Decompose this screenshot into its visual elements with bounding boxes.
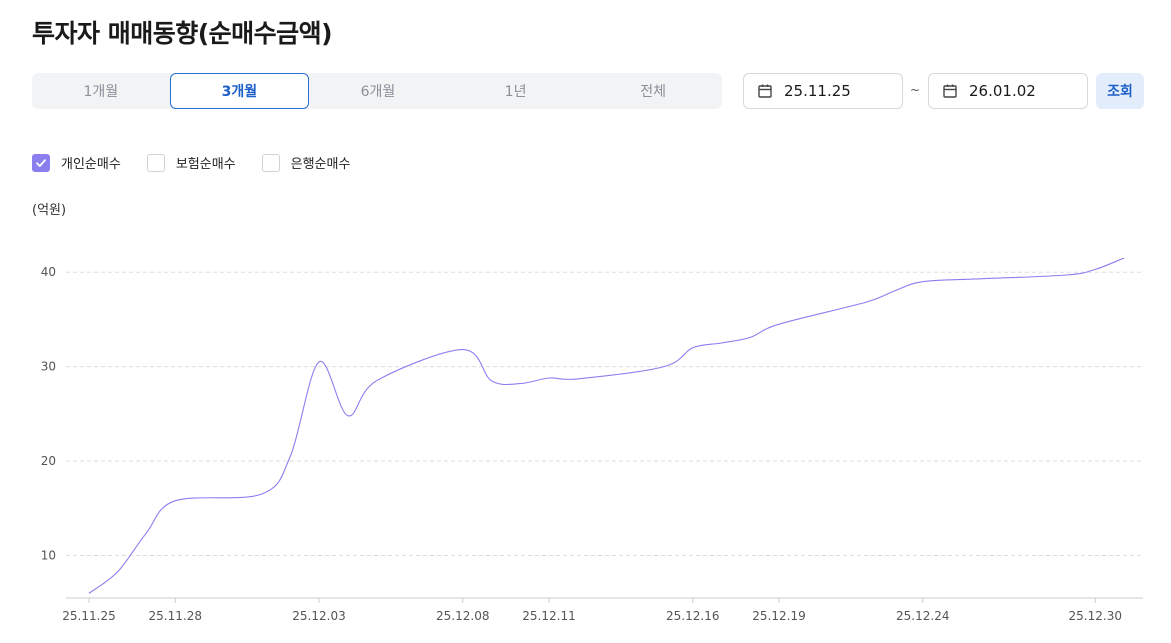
x-tick-label: 25.12.08 bbox=[436, 609, 489, 623]
checkbox-bank[interactable] bbox=[261, 153, 280, 172]
y-tick-label: 20 bbox=[41, 454, 56, 468]
legend-item-bank[interactable]: 은행순매수 bbox=[261, 153, 351, 172]
y-tick-label: 30 bbox=[41, 360, 56, 374]
legend-item-individual[interactable]: 개인순매수 bbox=[32, 153, 121, 172]
tab-all[interactable]: 전체 bbox=[640, 84, 667, 100]
y-tick-label: 10 bbox=[41, 549, 56, 563]
search-button[interactable]: 조회 bbox=[1096, 73, 1144, 109]
x-tick-label: 25.12.11 bbox=[522, 609, 575, 623]
calendar-icon bbox=[758, 84, 772, 98]
tab-3-months[interactable]: 3개월 bbox=[169, 73, 310, 109]
period-tabs: 1개월 3개월 6개월 1년 전체 bbox=[32, 73, 722, 109]
chart-legend: 개인순매수 보험순매수 은행순매수 bbox=[32, 153, 376, 172]
tab-1-month[interactable]: 1개월 bbox=[83, 84, 119, 100]
y-tick-label: 40 bbox=[41, 265, 56, 279]
start-date-field[interactable]: 25.11.25 bbox=[743, 73, 903, 109]
legend-label-individual: 개인순매수 bbox=[61, 157, 121, 172]
end-date-field[interactable]: 26.01.02 bbox=[928, 73, 1088, 109]
check-icon bbox=[36, 158, 46, 167]
x-tick-label: 25.11.25 bbox=[62, 609, 115, 623]
grid-lines bbox=[66, 271, 1143, 557]
page-title: 투자자 매매동향(순매수금액) bbox=[32, 19, 333, 48]
x-tick-label: 25.12.16 bbox=[666, 609, 719, 623]
checkbox-insurance[interactable] bbox=[146, 153, 165, 172]
x-tick-label: 25.12.30 bbox=[1069, 609, 1122, 623]
x-tick-label: 25.12.03 bbox=[292, 609, 345, 623]
end-date-value: 26.01.02 bbox=[969, 82, 1036, 100]
calendar-icon bbox=[943, 84, 957, 98]
date-separator: ~ bbox=[910, 83, 921, 97]
legend-label-insurance: 보험순매수 bbox=[175, 157, 236, 172]
y-axis-unit: (억원) bbox=[32, 203, 67, 218]
start-date-value: 25.11.25 bbox=[784, 82, 851, 100]
checkbox-individual[interactable] bbox=[32, 153, 50, 172]
x-tick-label: 25.12.24 bbox=[896, 609, 949, 623]
series-line-individual bbox=[88, 257, 1125, 594]
x-tick-label: 25.11.28 bbox=[149, 609, 202, 623]
x-axis bbox=[66, 597, 1143, 603]
tab-6-months[interactable]: 6개월 bbox=[360, 84, 396, 100]
tab-1-year[interactable]: 1년 bbox=[504, 84, 527, 100]
legend-item-insurance[interactable]: 보험순매수 bbox=[146, 153, 236, 172]
y-tick-labels: 10 20 30 40 bbox=[41, 265, 56, 562]
x-tick-label: 25.12.19 bbox=[752, 609, 805, 623]
x-tick-labels: 25.11.25 25.11.28 25.12.03 25.12.08 25.12.11… bbox=[62, 609, 1122, 623]
legend-label-bank: 은행순매수 bbox=[290, 157, 351, 172]
